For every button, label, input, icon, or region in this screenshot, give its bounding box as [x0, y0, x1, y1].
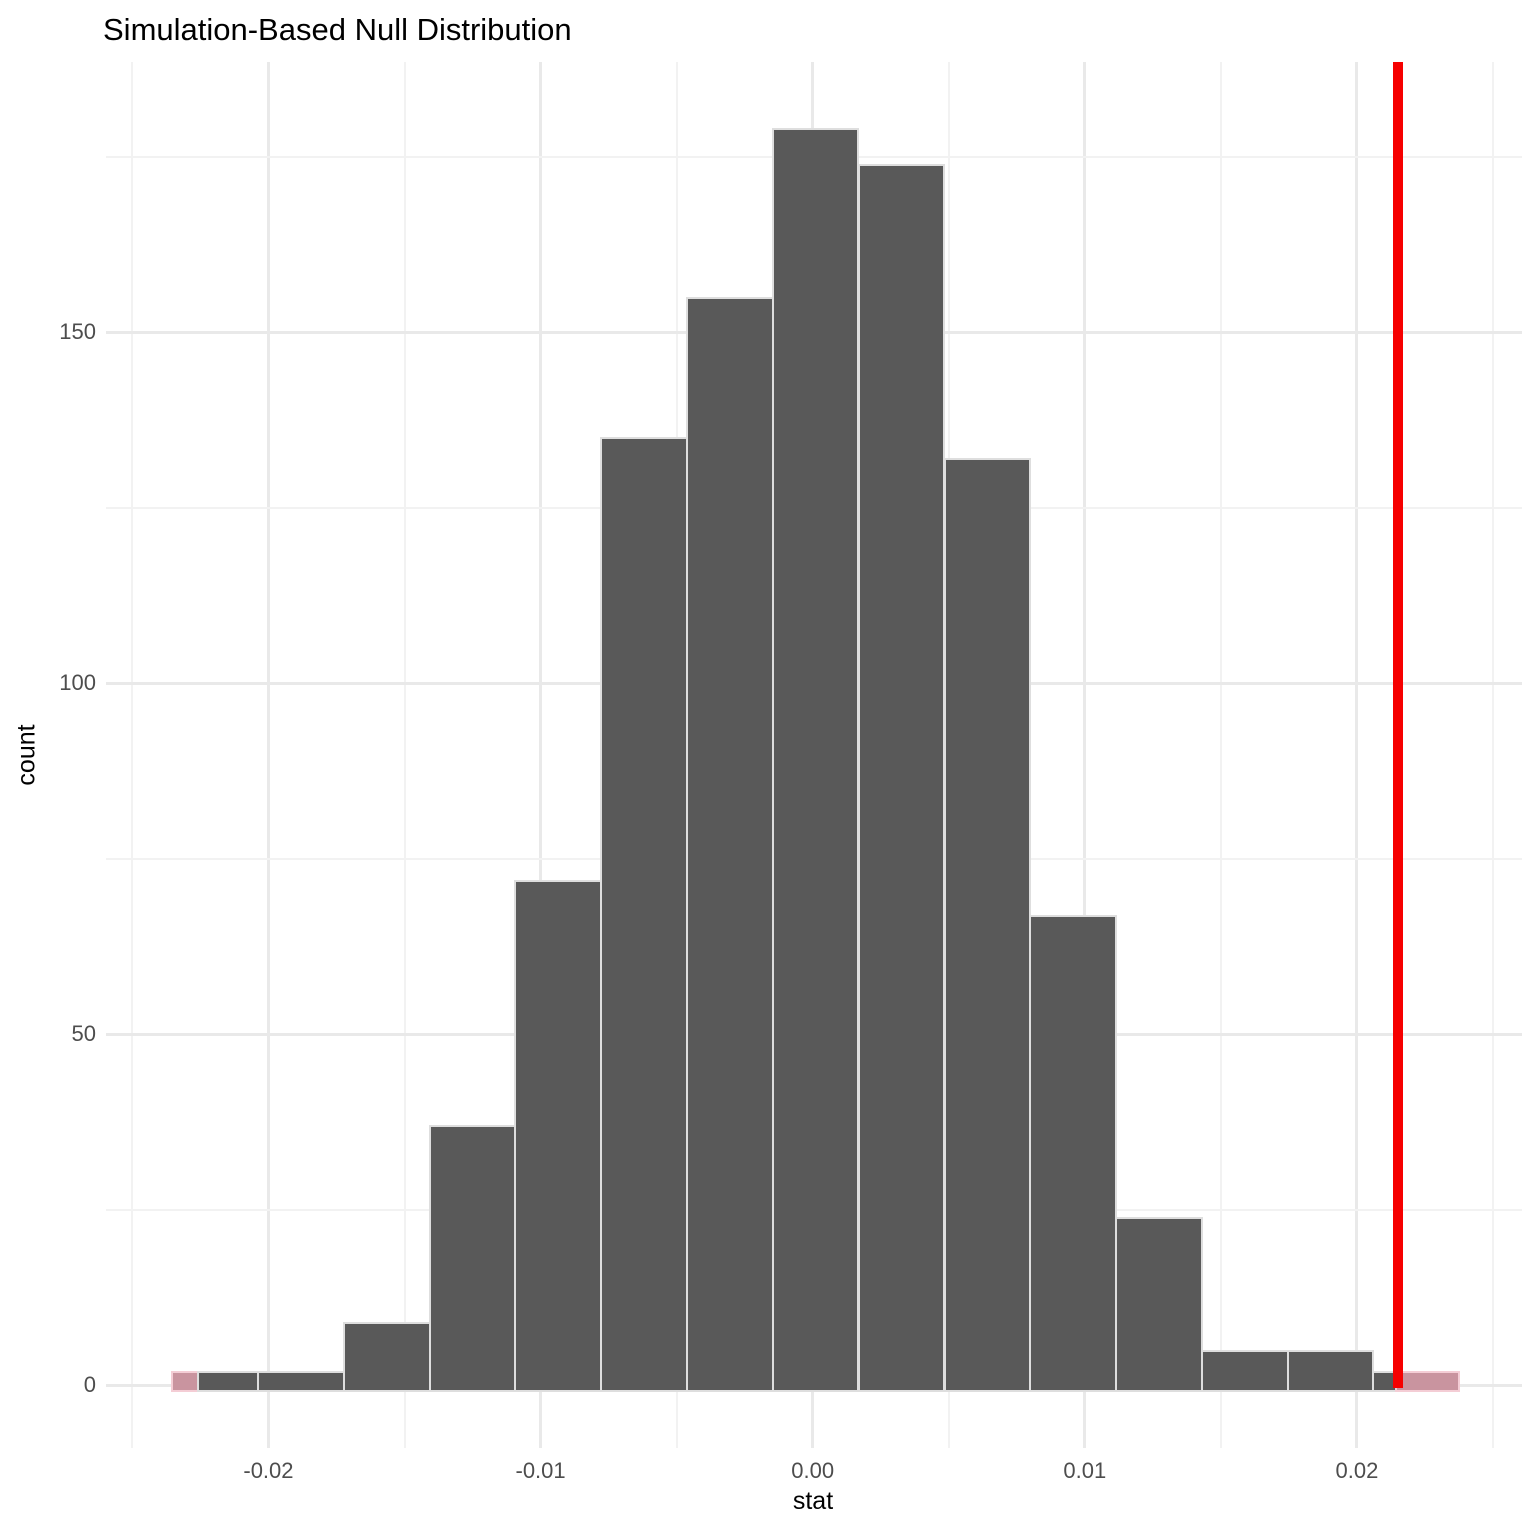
histogram-bar-shaded	[171, 1370, 200, 1392]
y-tick-label: 50	[71, 1021, 96, 1046]
y-tick-label: 150	[59, 319, 96, 344]
histogram-bar	[256, 1370, 345, 1392]
histogram-bar	[943, 458, 1032, 1392]
x-minor-gridline	[131, 62, 134, 1448]
histogram-bar	[514, 879, 603, 1392]
y-axis-label: count	[12, 724, 41, 786]
histogram-bar	[342, 1321, 431, 1392]
observed-stat-line	[1392, 62, 1403, 1388]
histogram-bar	[771, 128, 860, 1392]
x-major-gridline	[1083, 62, 1087, 1448]
histogram-bar	[1029, 914, 1117, 1392]
y-tick-label: 100	[59, 670, 96, 695]
histogram-bar	[600, 437, 689, 1392]
histogram-bar	[686, 296, 774, 1392]
x-tick-label: -0.01	[515, 1458, 566, 1483]
histogram-bar	[1200, 1349, 1289, 1392]
x-tick-label: -0.02	[243, 1458, 294, 1483]
x-tick-label: 0.00	[791, 1458, 835, 1483]
plot-title: Simulation-Based Null Distribution	[103, 12, 572, 47]
x-minor-gridline	[1492, 62, 1494, 1448]
x-major-gridline	[539, 62, 543, 1448]
histogram-bar-shaded	[1395, 1370, 1461, 1392]
histogram-bar	[857, 163, 946, 1392]
x-minor-gridline	[403, 62, 406, 1448]
x-axis-label: stat	[792, 1487, 834, 1515]
histogram-bar	[428, 1125, 517, 1392]
x-major-gridline	[266, 62, 270, 1448]
x-major-gridline	[1355, 62, 1359, 1448]
x-tick-label: 0.02	[1335, 1458, 1379, 1483]
y-tick-label: 0	[83, 1372, 96, 1397]
histogram-bar	[1286, 1349, 1375, 1392]
x-minor-gridline	[1219, 62, 1222, 1448]
histogram-bar	[1114, 1216, 1203, 1392]
x-tick-label: 0.01	[1063, 1458, 1107, 1483]
histogram-bar	[197, 1370, 259, 1392]
